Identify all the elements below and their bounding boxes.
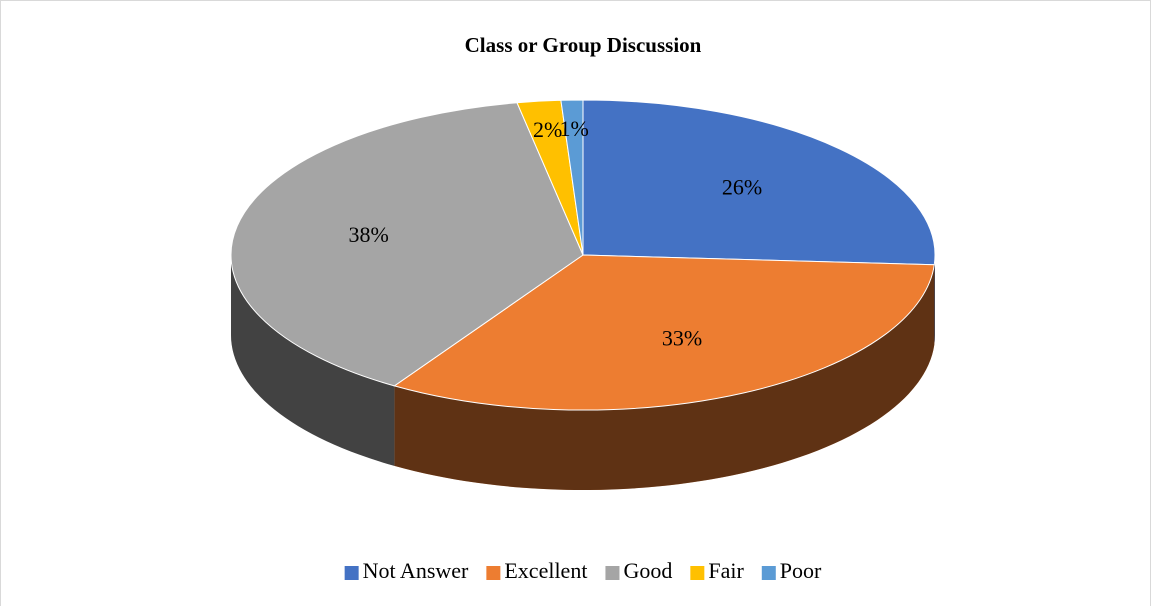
- legend-swatch: [761, 566, 776, 580]
- legend-swatch: [690, 566, 705, 580]
- legend-swatch: [344, 566, 359, 580]
- legend-label: Poor: [780, 558, 822, 583]
- slice: [230, 102, 584, 387]
- chart-title: Class or Group Discussion: [465, 33, 702, 57]
- slice-side-shade: [231, 255, 395, 466]
- data-label: 2%: [533, 117, 562, 142]
- data-label: 38%: [348, 222, 388, 247]
- slice: [582, 99, 936, 266]
- legend-label: Excellent: [504, 558, 587, 583]
- slice-side-shade: [934, 255, 935, 345]
- legend-label: Fair: [708, 558, 744, 583]
- slice: [560, 99, 584, 256]
- legend-swatch: [486, 566, 501, 580]
- legend-label: Good: [623, 558, 672, 583]
- data-label: 33%: [662, 326, 702, 351]
- legend-swatch: [605, 566, 620, 580]
- data-label: 1%: [559, 116, 588, 141]
- data-label: 26%: [722, 174, 762, 199]
- slice-side-shade: [394, 264, 935, 490]
- legend-label: Not Answer: [363, 558, 469, 583]
- slice: [393, 254, 935, 411]
